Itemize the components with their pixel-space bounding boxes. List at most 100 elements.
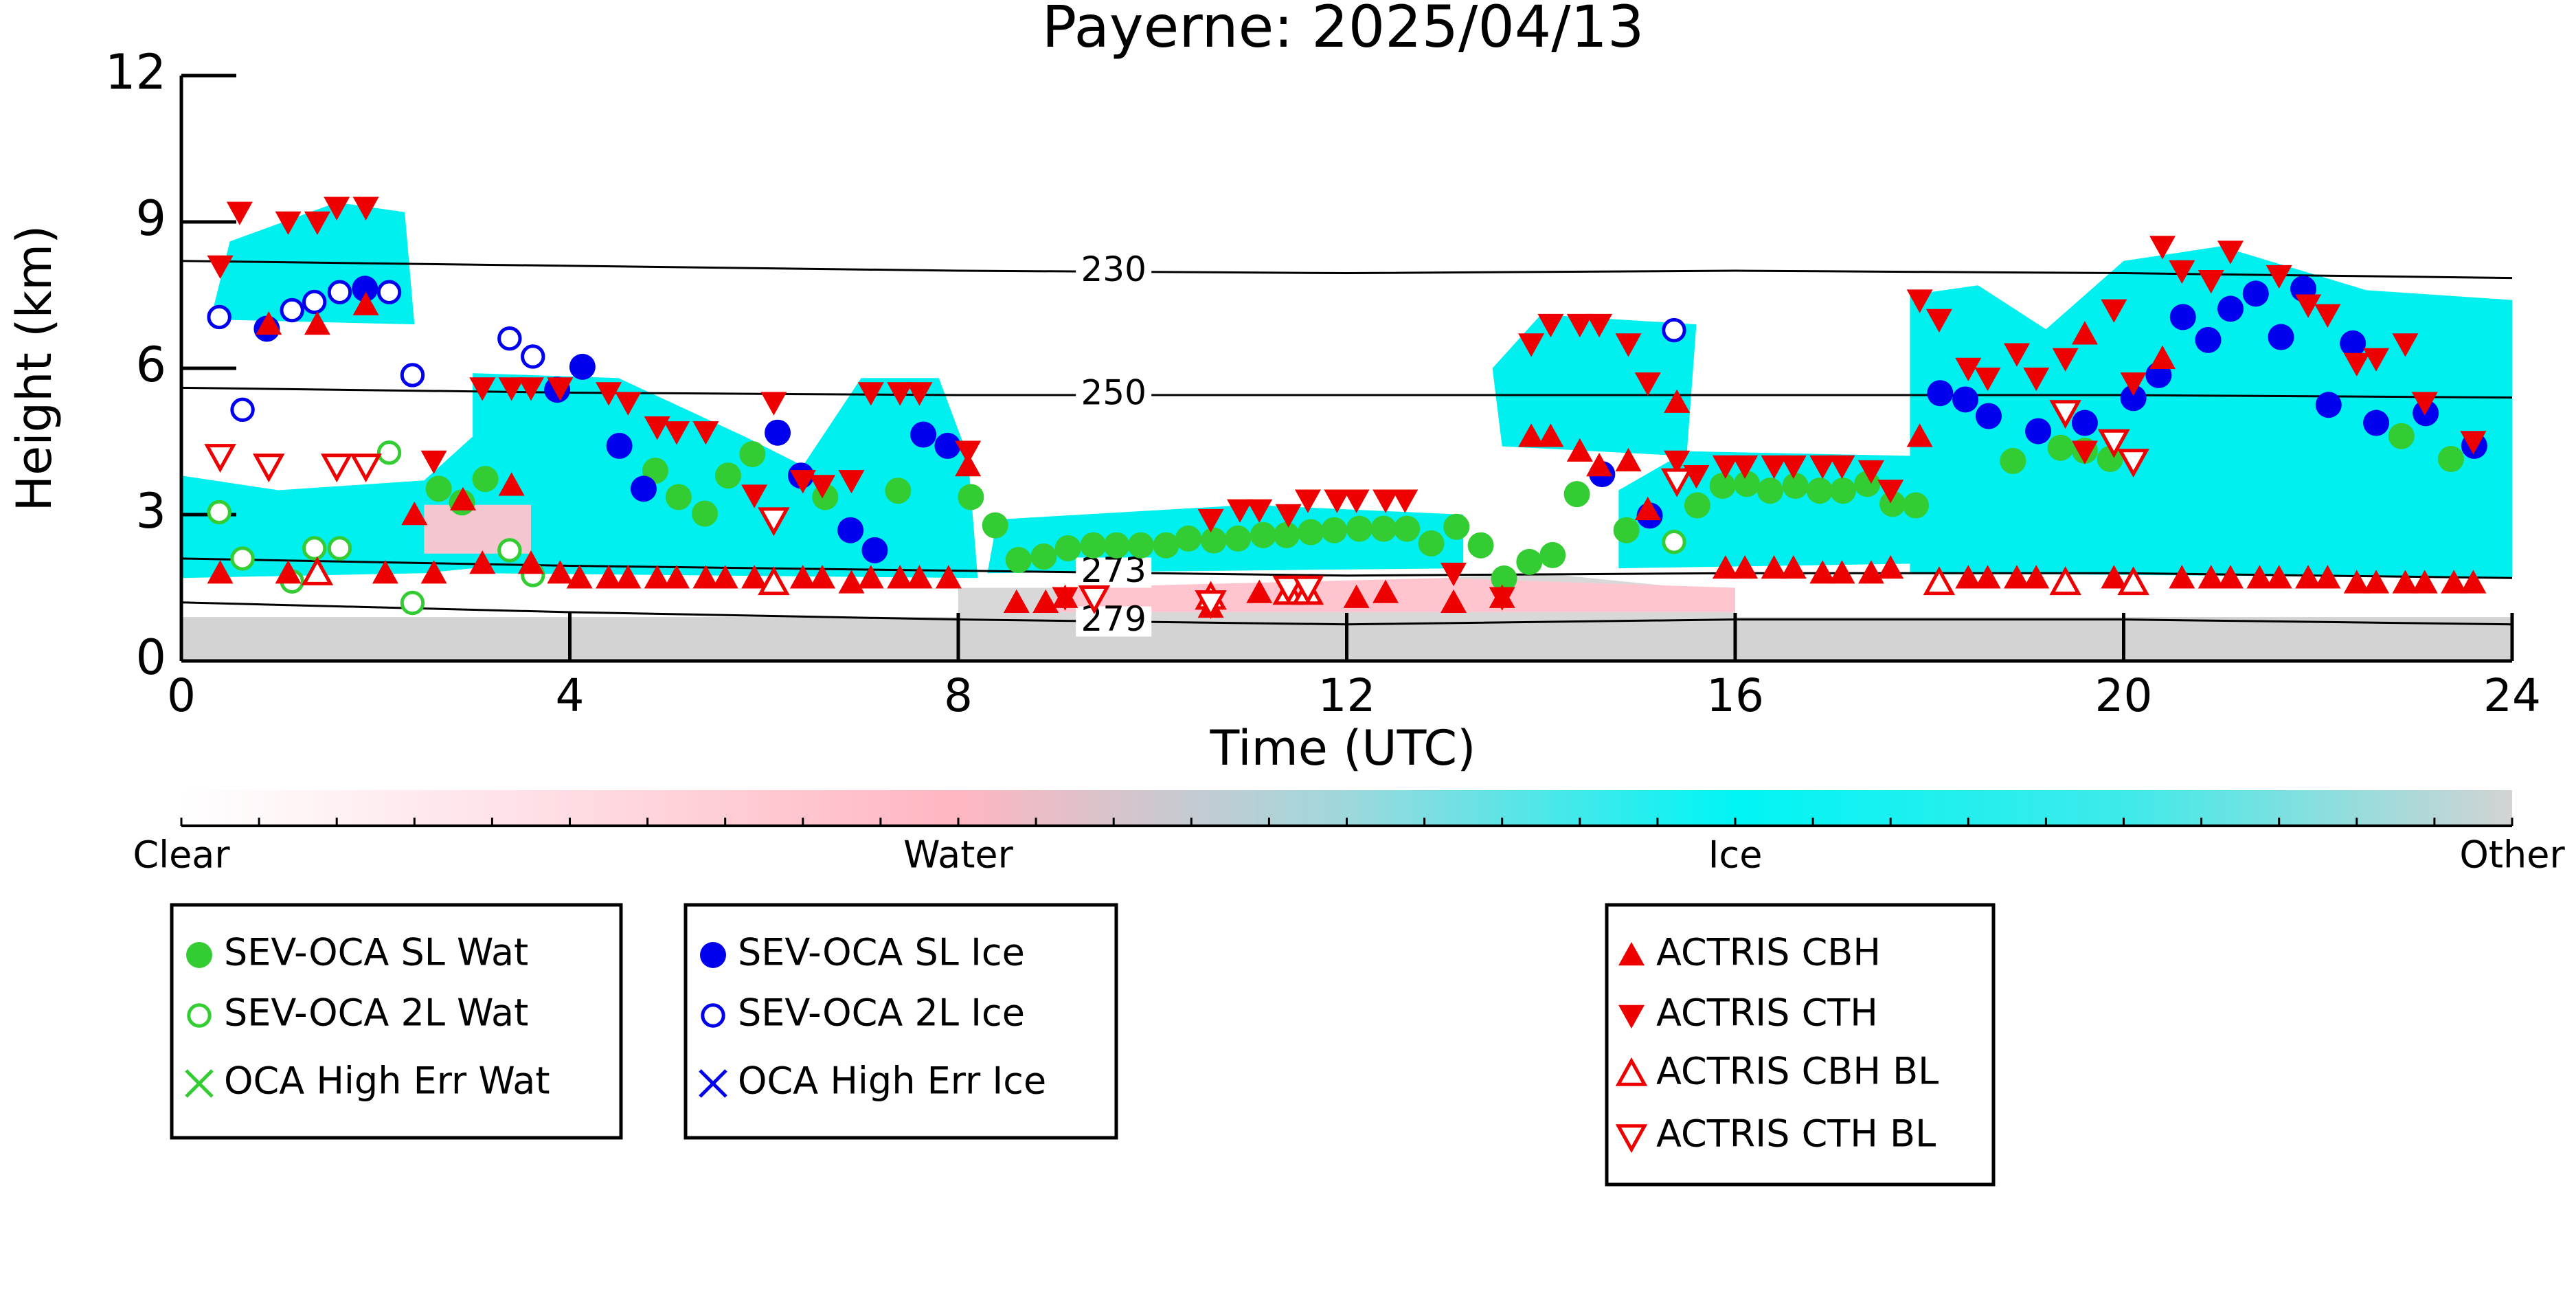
data-point bbox=[615, 565, 642, 589]
data-point bbox=[1080, 532, 1107, 559]
data-point bbox=[692, 421, 719, 445]
data-point bbox=[1809, 455, 1836, 479]
data-point bbox=[420, 560, 447, 584]
data-point bbox=[1660, 468, 1693, 497]
x-axis-title: Time (UTC) bbox=[1210, 720, 1476, 776]
data-point bbox=[2437, 446, 2464, 473]
data-point bbox=[2052, 348, 2079, 372]
data-point bbox=[2217, 295, 2244, 322]
data-point bbox=[2098, 429, 2130, 458]
data-point bbox=[517, 377, 544, 401]
data-point bbox=[2392, 570, 2419, 594]
data-point bbox=[955, 440, 982, 464]
legend-box bbox=[1605, 903, 1996, 1187]
legend-label: OCA High Err Ice bbox=[738, 1059, 1046, 1103]
data-point bbox=[838, 470, 865, 494]
data-point bbox=[2340, 330, 2366, 357]
data-point bbox=[955, 453, 982, 477]
data-point bbox=[1030, 543, 1057, 570]
data-point bbox=[1829, 560, 1855, 584]
data-point bbox=[2295, 565, 2322, 589]
data-point bbox=[256, 311, 282, 335]
contour-label: 230 bbox=[1081, 249, 1146, 289]
data-point bbox=[1879, 491, 1906, 517]
y-tick-label: 3 bbox=[135, 483, 166, 539]
contour-line bbox=[181, 557, 2513, 579]
data-point bbox=[2149, 236, 2176, 260]
legend-label: SEV-OCA 2L Wat bbox=[224, 991, 528, 1035]
data-point bbox=[1372, 579, 1399, 603]
data-point bbox=[809, 475, 836, 499]
data-point bbox=[566, 565, 593, 589]
contour-label-bg bbox=[1076, 606, 1152, 637]
data-point bbox=[302, 536, 327, 561]
data-point bbox=[887, 565, 914, 589]
data-point bbox=[2266, 265, 2292, 289]
x-tick-label: 8 bbox=[944, 669, 973, 722]
data-point bbox=[885, 478, 912, 504]
data-point bbox=[838, 570, 865, 594]
data-point bbox=[304, 211, 330, 235]
data-point bbox=[887, 382, 914, 406]
data-point bbox=[1955, 357, 1982, 381]
data-point bbox=[1857, 560, 1884, 584]
legend-marker bbox=[699, 1069, 727, 1098]
data-point bbox=[1780, 555, 1807, 579]
legend-label: SEV-OCA SL Wat bbox=[224, 931, 528, 974]
data-point bbox=[630, 475, 657, 502]
data-point bbox=[1200, 527, 1227, 554]
data-point bbox=[352, 197, 379, 221]
data-point bbox=[958, 484, 984, 510]
y-tick-label: 9 bbox=[135, 190, 166, 247]
data-point bbox=[327, 280, 352, 304]
data-point bbox=[1829, 478, 1856, 504]
data-point bbox=[420, 450, 447, 474]
data-point bbox=[1440, 563, 1467, 587]
x-tick-label: 24 bbox=[2483, 669, 2541, 722]
data-point bbox=[2363, 570, 2390, 594]
data-point bbox=[327, 536, 352, 561]
data-point bbox=[1003, 589, 1030, 613]
data-point bbox=[2195, 326, 2222, 353]
data-point bbox=[1078, 585, 1111, 614]
legend-marker bbox=[187, 1003, 212, 1028]
data-point bbox=[230, 546, 255, 571]
data-point bbox=[1756, 478, 1783, 504]
data-point bbox=[2363, 409, 2390, 436]
data-point bbox=[2101, 565, 2127, 589]
data-point bbox=[2315, 392, 2342, 418]
data-point bbox=[2460, 431, 2487, 455]
contour-label-bg bbox=[1076, 380, 1152, 411]
data-point bbox=[2266, 565, 2292, 589]
data-point bbox=[2071, 440, 2098, 464]
data-point bbox=[1298, 519, 1324, 546]
data-point bbox=[1955, 565, 1982, 589]
data-point bbox=[1537, 423, 1564, 447]
data-point bbox=[2101, 299, 2127, 323]
data-point bbox=[302, 289, 327, 315]
data-point bbox=[1275, 504, 1302, 528]
data-point bbox=[207, 304, 231, 330]
data-point bbox=[350, 453, 382, 483]
data-point bbox=[2071, 321, 2098, 345]
data-point bbox=[910, 421, 937, 448]
data-point bbox=[2363, 348, 2390, 372]
data-point bbox=[569, 353, 596, 380]
legend-label: OCA High Err Wat bbox=[224, 1059, 550, 1103]
data-point bbox=[2314, 565, 2341, 589]
data-point bbox=[857, 382, 884, 406]
data-point bbox=[2117, 566, 2149, 596]
data-point bbox=[2169, 260, 2195, 284]
data-point bbox=[1491, 565, 1517, 592]
data-point bbox=[2003, 343, 2030, 367]
data-point bbox=[2071, 409, 2098, 436]
data-point bbox=[1566, 438, 1593, 462]
data-point bbox=[1273, 521, 1300, 548]
data-point bbox=[2120, 385, 2147, 412]
data-point bbox=[1952, 386, 1979, 413]
data-point bbox=[982, 512, 1008, 539]
data-point bbox=[837, 517, 864, 543]
data-point bbox=[644, 416, 670, 440]
data-point bbox=[1539, 541, 1566, 568]
data-point bbox=[1586, 313, 1613, 338]
